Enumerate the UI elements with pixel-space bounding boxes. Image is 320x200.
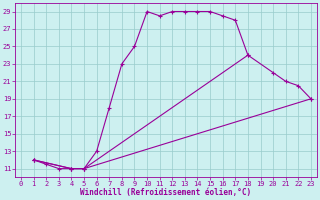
X-axis label: Windchill (Refroidissement éolien,°C): Windchill (Refroidissement éolien,°C) xyxy=(80,188,252,197)
